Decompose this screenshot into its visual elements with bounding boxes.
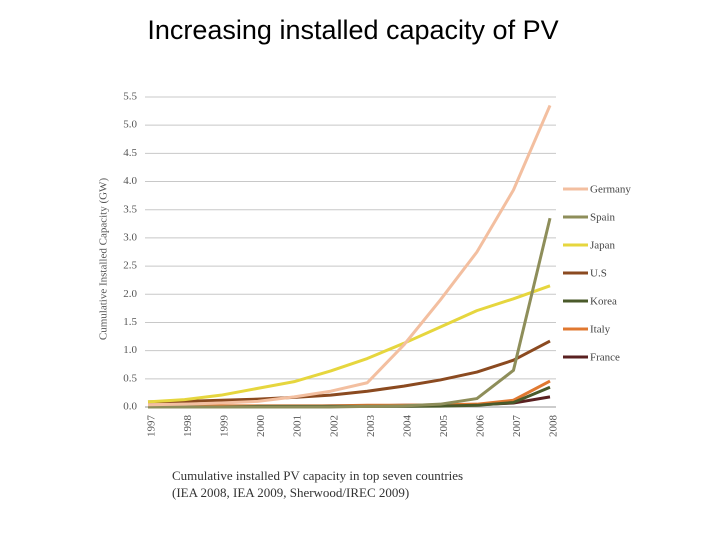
y-tick-label: 2.0 (123, 288, 137, 300)
legend-label: Japan (590, 240, 616, 252)
y-tick-label: 3.0 (123, 231, 137, 243)
legend-label: Korea (590, 296, 617, 308)
caption: (IEA 2008, IEA 2009, Sherwood/IREC 2009) (172, 485, 409, 500)
y-tick-label: 4.0 (123, 175, 137, 187)
x-tick-label: 2003 (365, 415, 377, 438)
series-line (147, 284, 551, 404)
x-tick-label: 2001 (292, 415, 304, 437)
x-tick-label: 2002 (328, 415, 340, 437)
x-tick-label: 1999 (219, 415, 231, 438)
legend-label: France (590, 352, 620, 364)
y-tick-label: 2.5 (123, 260, 137, 272)
x-tick-label: 1998 (182, 415, 194, 438)
x-tick-label: 2008 (548, 415, 560, 438)
y-tick-label: 5.5 (123, 91, 137, 103)
series-line (147, 339, 551, 404)
x-tick-label: 1997 (146, 415, 158, 438)
y-tick-label: 3.5 (123, 203, 137, 215)
series-line (147, 104, 552, 407)
chart-title: Increasing installed capacity of PV (147, 15, 558, 45)
y-tick-label: 4.5 (123, 147, 137, 159)
y-tick-label: 1.5 (123, 316, 137, 328)
legend-label: Spain (590, 212, 616, 224)
y-tick-label: 1.0 (123, 344, 137, 356)
legend-label: Germany (590, 184, 631, 196)
x-tick-label: 2004 (401, 415, 413, 438)
legend-label: Italy (590, 324, 611, 336)
y-tick-label: 0.0 (123, 401, 137, 413)
x-tick-label: 2005 (438, 415, 450, 438)
y-axis-label: Cumulative Installed Capacity (GW) (98, 178, 110, 341)
series-line (148, 217, 552, 409)
x-tick-label: 2000 (255, 415, 267, 438)
caption: Cumulative installed PV capacity in top … (172, 468, 463, 483)
y-tick-label: 0.5 (123, 372, 137, 384)
y-tick-label: 5.0 (123, 119, 137, 131)
legend-label: U.S (590, 268, 607, 280)
x-tick-label: 2007 (511, 415, 523, 438)
x-tick-label: 2006 (474, 415, 486, 438)
